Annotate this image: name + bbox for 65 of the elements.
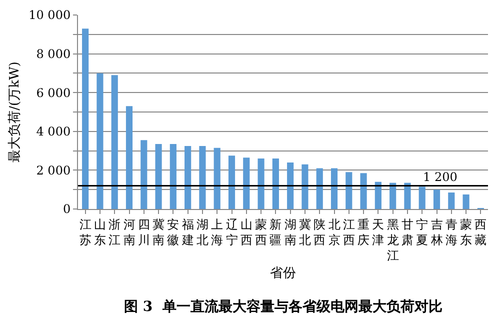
x-tick-label: 新疆 <box>270 217 282 247</box>
x-tick-label: 浙江 <box>108 217 121 247</box>
bar <box>287 162 294 209</box>
bar <box>214 148 220 209</box>
bar <box>374 182 382 209</box>
x-tick-label: 冀北 <box>298 217 311 247</box>
x-tick-label: 山东 <box>94 217 106 247</box>
bar <box>155 144 162 209</box>
bar <box>360 173 367 209</box>
x-tick-label: 陕西 <box>314 217 326 247</box>
x-tick-label: 辽宁 <box>226 217 238 247</box>
bar <box>258 158 264 209</box>
x-tick-label: 甘肃 <box>401 217 414 247</box>
bar <box>199 146 206 209</box>
bar <box>170 144 176 209</box>
y-axis-title: 最大负荷/(万kW) <box>8 62 23 162</box>
x-tick-label: 冀南 <box>152 217 165 247</box>
x-tick-label: 江西 <box>342 217 355 247</box>
bar <box>346 172 352 209</box>
x-tick-label: 湖北 <box>196 217 208 247</box>
bar <box>390 182 396 209</box>
ref-line-label: 1 200 <box>423 170 458 184</box>
x-tick-label: 安徽 <box>167 217 180 247</box>
x-tick-label: 福建 <box>180 217 194 247</box>
x-tick-label: 河南 <box>123 217 136 247</box>
x-tick-label: 蒙东 <box>460 217 472 247</box>
x-axis-title: 省份 <box>270 266 296 282</box>
x-tick-label: 上海 <box>211 217 224 247</box>
x-tick-label: 北京 <box>328 217 340 247</box>
x-tick-label: 西藏 <box>474 217 487 247</box>
bar <box>302 164 308 209</box>
x-tick-label: 青海 <box>445 217 458 247</box>
bar <box>184 146 192 209</box>
bar <box>272 158 279 209</box>
bar <box>448 192 455 209</box>
x-tick-label: 宁夏 <box>416 217 428 247</box>
y-tick-label: 8 000 <box>36 47 71 61</box>
x-tick-label: 四川 <box>138 217 150 247</box>
x-tick-label: 天津 <box>372 217 384 247</box>
bar <box>433 190 440 209</box>
bar <box>96 73 104 209</box>
bar <box>404 182 411 209</box>
bar <box>462 194 470 209</box>
bar <box>140 140 148 209</box>
bar <box>126 106 133 209</box>
x-tick-label: 重庆 <box>358 217 370 247</box>
x-tick-label: 黑龙江 <box>386 217 399 263</box>
x-tick-label: 吉林 <box>430 217 443 247</box>
y-tick-label: 6 000 <box>36 86 71 100</box>
x-tick-label: 蒙西 <box>255 217 268 247</box>
y-tick-label: 0 <box>62 202 71 216</box>
x-tick-label: 江苏 <box>79 217 92 247</box>
bar <box>228 156 236 209</box>
y-tick-label: 4 000 <box>36 124 71 139</box>
bar <box>243 158 250 209</box>
bar <box>330 168 338 209</box>
x-tick-label: 山西 <box>240 217 252 247</box>
bar <box>111 75 118 209</box>
text: 图 3 单一直流最大容量与各省级电网最大负荷对比 <box>124 298 442 315</box>
y-tick-label: 2 000 <box>36 163 71 178</box>
bar <box>82 28 89 209</box>
y-tick-label: 10 000 <box>28 8 71 22</box>
bar <box>418 186 426 209</box>
bar <box>316 168 323 209</box>
x-tick-label: 湖南 <box>284 217 296 247</box>
